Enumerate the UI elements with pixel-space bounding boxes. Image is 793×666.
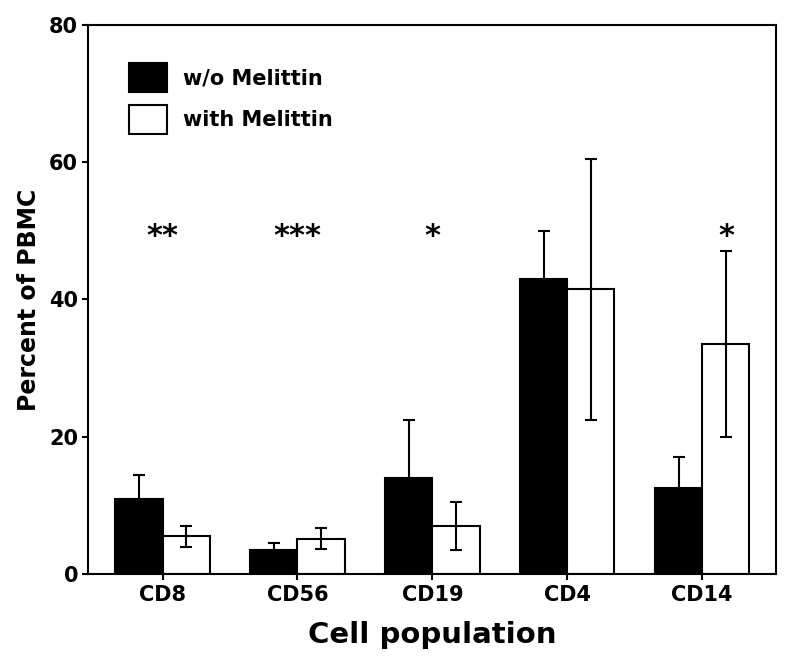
Bar	[297, 539, 345, 574]
Bar	[702, 344, 749, 574]
Bar	[567, 289, 615, 574]
X-axis label: Cell population: Cell population	[308, 621, 557, 649]
Legend: w/o Melittin, with Melittin: w/o Melittin, with Melittin	[113, 46, 350, 151]
Bar	[520, 279, 567, 574]
Text: ***: ***	[274, 222, 321, 251]
Bar	[385, 478, 432, 574]
Text: **: **	[147, 222, 178, 251]
Bar	[251, 550, 297, 574]
Y-axis label: Percent of PBMC: Percent of PBMC	[17, 188, 40, 410]
Text: *: *	[424, 222, 440, 251]
Bar	[116, 499, 163, 574]
Text: *: *	[718, 222, 734, 251]
Bar	[432, 526, 480, 574]
Bar	[163, 537, 210, 574]
Bar	[655, 488, 702, 574]
